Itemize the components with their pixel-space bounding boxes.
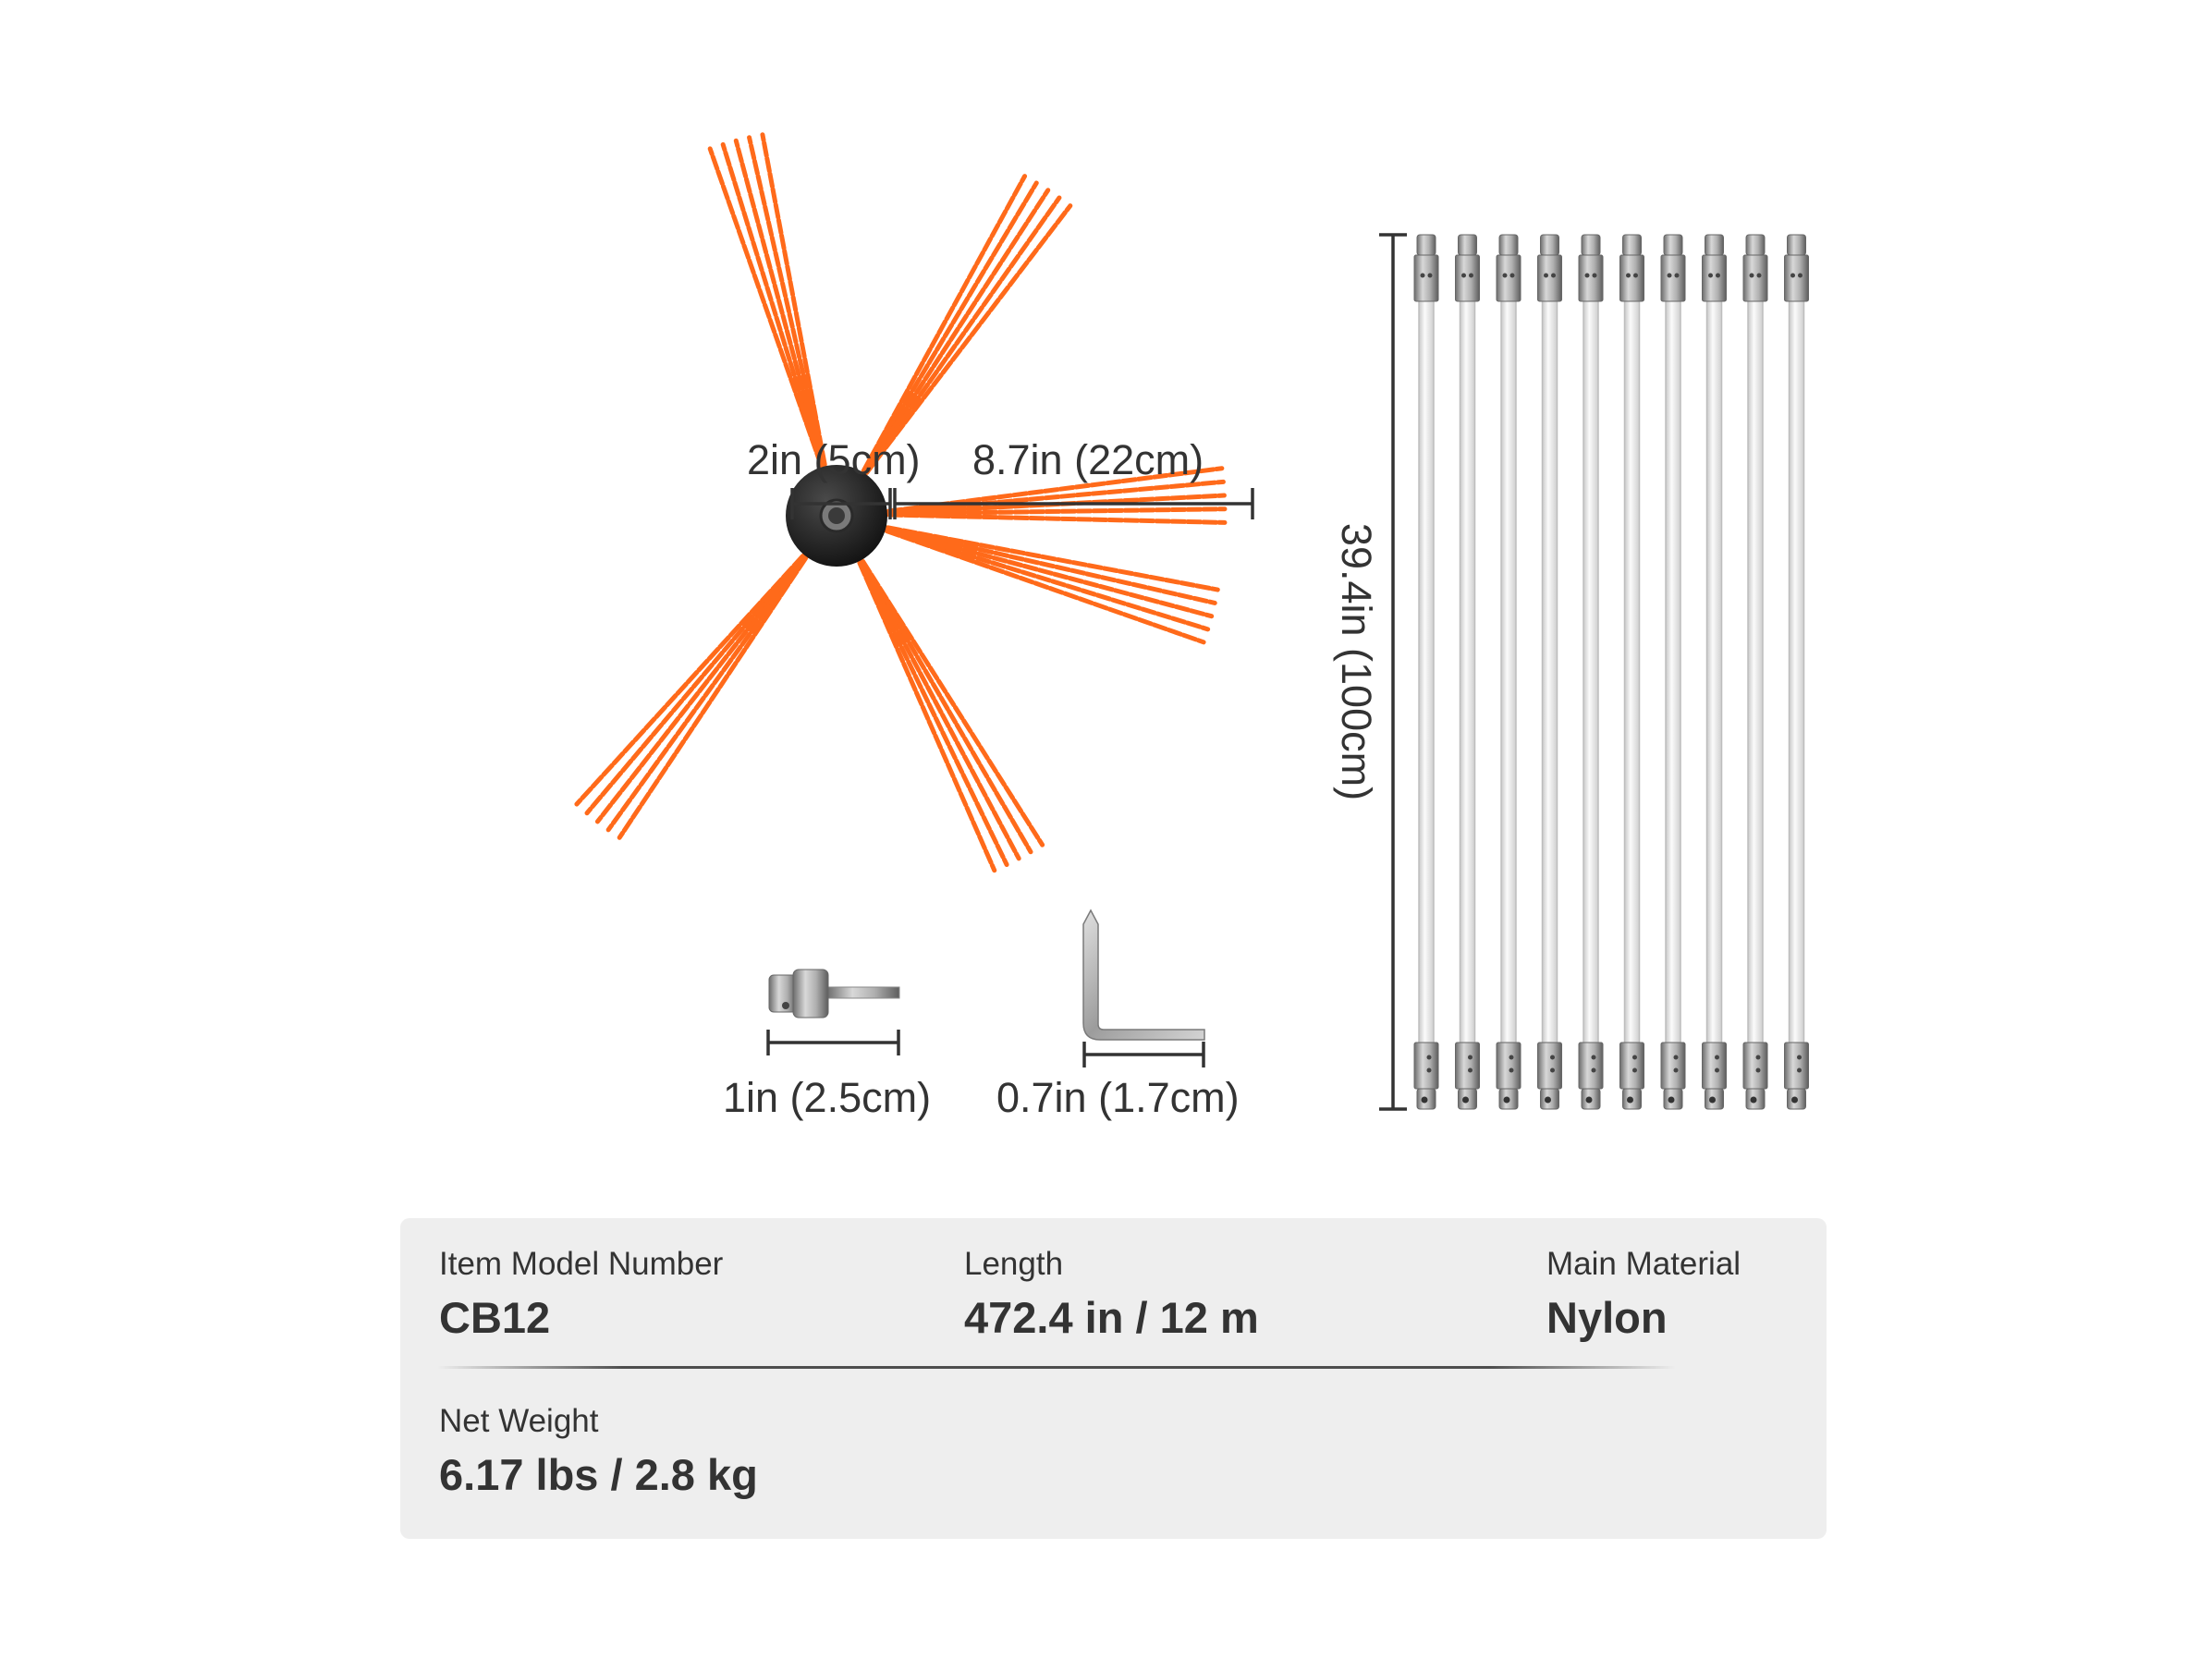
extension-rod — [1496, 234, 1522, 1110]
bristle-strand — [851, 545, 1045, 848]
bristle-strand — [733, 138, 830, 482]
bristle-strand — [854, 203, 1073, 488]
bristle-strand — [870, 522, 1220, 592]
material-label: Main Material — [1546, 1246, 1741, 1282]
hex-wrench — [1082, 909, 1205, 1041]
bristle-arm — [850, 545, 1045, 873]
bristle-strand — [574, 542, 816, 807]
bristle-length-label: 8.7in (22cm) — [972, 436, 1204, 483]
length-label: Length — [964, 1246, 1064, 1282]
bristle-strand — [760, 132, 830, 482]
bristle-strand — [605, 543, 817, 833]
model-label: Item Model Number — [439, 1246, 724, 1282]
wrench-length-label: 0.7in (1.7cm) — [996, 1074, 1240, 1121]
weight-label: Net Weight — [439, 1403, 599, 1439]
extension-rod — [1784, 234, 1809, 1110]
rod-dimension-line — [1379, 233, 1407, 1111]
model-value: CB12 — [439, 1293, 551, 1342]
weight-value: 6.17 lbs / 2.8 kg — [439, 1450, 758, 1499]
adapter-length-label: 1in (2.5cm) — [723, 1074, 932, 1121]
bristle-strand — [871, 466, 1225, 516]
bristle-strand — [594, 543, 816, 824]
bristle-strand — [871, 479, 1226, 517]
extension-rod — [1702, 234, 1727, 1110]
bristle-dimension-line — [893, 488, 1254, 519]
brush-hub — [786, 465, 887, 567]
wrench-dimension-line — [1082, 1042, 1205, 1067]
bristle-strand — [870, 523, 1211, 632]
material-value: Nylon — [1546, 1293, 1668, 1342]
bristle-strand — [870, 522, 1217, 605]
adapter-connector — [768, 969, 900, 1019]
bristle-strand — [720, 141, 829, 482]
spec-card: Item Model Number CB12 Length 472.4 in /… — [400, 1218, 1827, 1539]
hub-diameter-label: 2in (5cm) — [747, 436, 921, 483]
adapter-dimension-line — [766, 1030, 900, 1055]
bristle-strand — [747, 135, 830, 482]
rod-length-label: 39.4in (100cm) — [1333, 522, 1380, 801]
bristle-strand — [853, 180, 1039, 487]
length-value: 472.4 in / 12 m — [964, 1293, 1259, 1342]
bristle-strand — [850, 546, 997, 873]
bristle-strand — [851, 545, 1033, 855]
bristle-strand — [584, 542, 816, 816]
extension-rod — [1578, 234, 1604, 1110]
bristle-strand — [869, 523, 1206, 645]
bristle-strand — [853, 174, 1028, 487]
bristle-arm — [869, 522, 1220, 645]
bristle-arm — [853, 174, 1073, 488]
extension-rod — [1537, 234, 1562, 1110]
bristle-arm — [574, 542, 817, 840]
bristle-arm — [707, 132, 830, 483]
extension-rod — [1742, 234, 1768, 1110]
extension-rod — [1660, 234, 1686, 1110]
bristle-strand — [617, 543, 817, 840]
bristle-strand — [871, 506, 1228, 517]
hub-dimension-line — [790, 488, 892, 519]
bristle-strand — [871, 512, 1228, 525]
bristle-strand — [707, 146, 829, 483]
extension-rod — [1619, 234, 1644, 1110]
extension-rod — [1413, 234, 1439, 1110]
bristle-strand — [851, 545, 1021, 861]
extension-rod — [1455, 234, 1480, 1110]
extension-rods — [1413, 234, 1809, 1110]
bristle-strand — [854, 195, 1062, 488]
bristle-strand — [854, 188, 1051, 487]
bristle-strand — [850, 545, 1009, 868]
spec-divider — [437, 1366, 1676, 1369]
bristle-strand — [870, 522, 1215, 619]
